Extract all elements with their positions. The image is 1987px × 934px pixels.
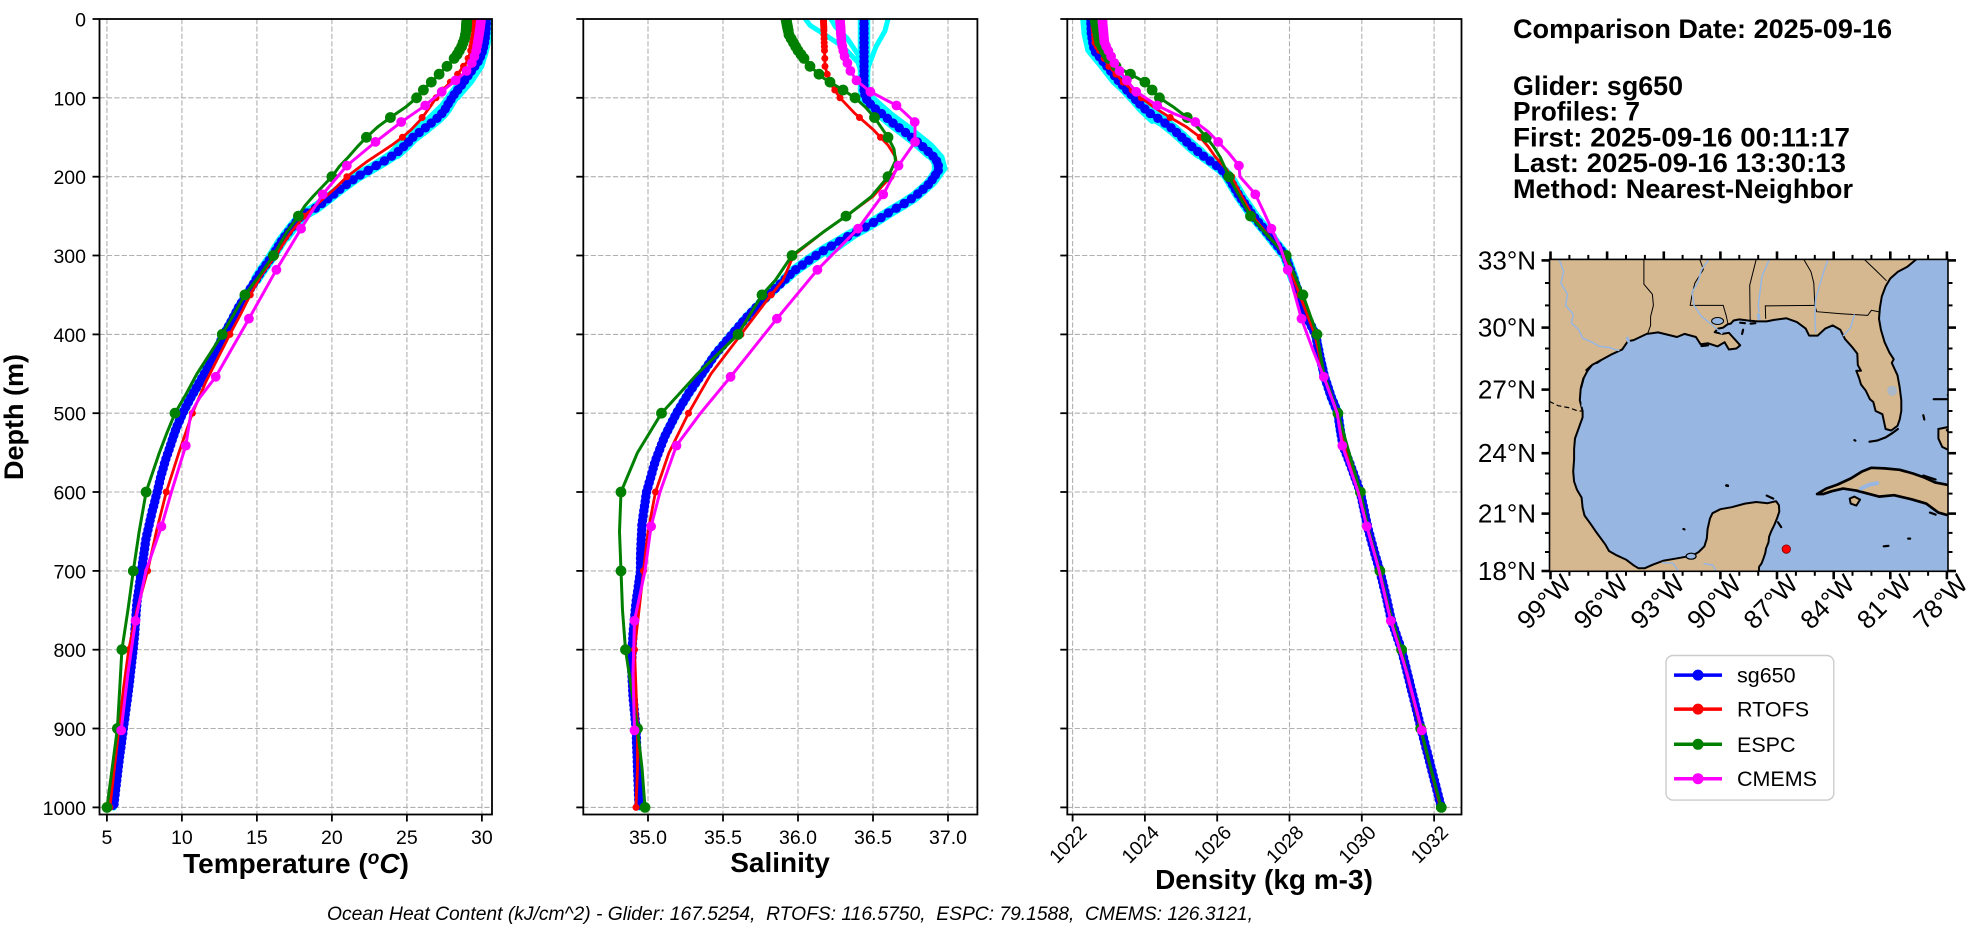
svg-text:15: 15	[246, 827, 268, 849]
svg-text:0: 0	[75, 10, 86, 32]
svg-text:Profiles: 7: Profiles: 7	[1513, 97, 1640, 127]
svg-text:Density (kg m-3): Density (kg m-3)	[1155, 864, 1373, 895]
svg-text:Method: Nearest-Neighbor: Method: Nearest-Neighbor	[1513, 174, 1853, 204]
svg-text:First: 2025-09-16 00:11:17: First: 2025-09-16 00:11:17	[1513, 122, 1850, 152]
svg-text:600: 600	[53, 483, 86, 505]
svg-text:500: 500	[53, 404, 86, 426]
svg-text:35.5: 35.5	[704, 827, 742, 849]
svg-text:5: 5	[101, 827, 112, 849]
svg-text:27°N: 27°N	[1478, 375, 1536, 405]
svg-text:100: 100	[53, 88, 86, 110]
svg-text:20: 20	[321, 827, 343, 849]
svg-text:1000: 1000	[43, 798, 87, 820]
svg-text:300: 300	[53, 246, 86, 268]
svg-text:24°N: 24°N	[1478, 438, 1536, 468]
svg-text:800: 800	[53, 640, 86, 662]
svg-text:10: 10	[171, 827, 193, 849]
svg-text:36.5: 36.5	[854, 827, 892, 849]
svg-text:Ocean Heat Content (kJ/cm^2) -: Ocean Heat Content (kJ/cm^2) - Glider: 1…	[327, 903, 1253, 925]
svg-text:400: 400	[53, 325, 86, 347]
svg-text:Comparison Date: 2025-09-16: Comparison Date: 2025-09-16	[1513, 14, 1892, 44]
svg-text:ESPC: ESPC	[1737, 733, 1796, 757]
svg-text:200: 200	[53, 167, 86, 189]
svg-text:30°N: 30°N	[1478, 313, 1536, 343]
svg-text:900: 900	[53, 719, 86, 741]
svg-text:RTOFS: RTOFS	[1737, 698, 1809, 722]
svg-text:30: 30	[471, 827, 493, 849]
svg-text:33°N: 33°N	[1478, 245, 1536, 275]
svg-text:Salinity: Salinity	[730, 847, 830, 878]
svg-text:36.0: 36.0	[779, 827, 817, 849]
svg-text:37.0: 37.0	[929, 827, 967, 849]
svg-text:CMEMS: CMEMS	[1737, 767, 1817, 791]
svg-text:700: 700	[53, 561, 86, 583]
svg-text:25: 25	[396, 827, 418, 849]
svg-text:21°N: 21°N	[1478, 499, 1536, 529]
svg-text:sg650: sg650	[1737, 664, 1796, 688]
svg-text:18°N: 18°N	[1478, 556, 1536, 586]
svg-text:Last: 2025-09-16 13:30:13: Last: 2025-09-16 13:30:13	[1513, 148, 1846, 178]
svg-text:Glider: sg650: Glider: sg650	[1513, 71, 1683, 101]
svg-text:35.0: 35.0	[629, 827, 667, 849]
svg-text:Depth (m): Depth (m)	[0, 354, 29, 480]
